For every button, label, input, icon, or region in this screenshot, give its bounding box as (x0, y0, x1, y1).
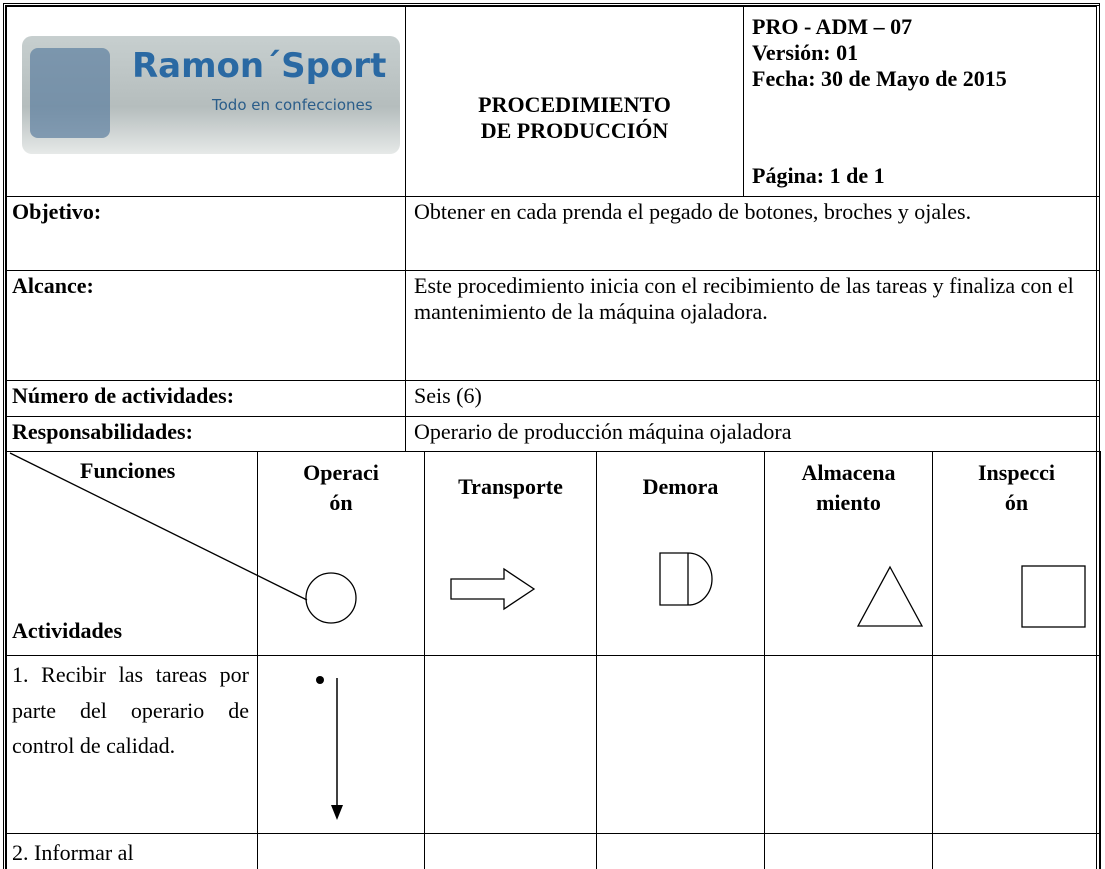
doc-version: Versión: 01 (752, 40, 859, 65)
doc-page: Página: 1 de 1 (752, 163, 885, 188)
logo-tagline: Todo en confecciones (212, 96, 373, 114)
function-label: ón (1004, 490, 1029, 515)
doc-date: Fecha: 30 de Mayo de 2015 (752, 66, 1007, 91)
row-text: Seis (6) (414, 383, 482, 408)
activity-text: 1. Recibir las tareas por parte del oper… (12, 662, 249, 758)
function-label: Operaci (303, 460, 379, 485)
row-label: Objetivo: (12, 199, 102, 224)
storage-symbol (856, 565, 924, 627)
row-text: Operario de producción máquina ojaladora (414, 419, 792, 444)
logo-brand: Ramon´Sport (132, 46, 387, 86)
operation-symbol (305, 572, 357, 624)
doc-code: PRO - ADM – 07 (752, 14, 913, 39)
row-label: Número de actividades: (12, 383, 235, 408)
function-label: Inspecci (978, 460, 1055, 485)
function-label: miento (816, 490, 881, 515)
function-label: ón (329, 490, 353, 515)
row-text: Obtener en cada prenda el pegado de boto… (414, 199, 972, 224)
corner-top: Funciones (80, 458, 176, 483)
diagonal (9, 452, 308, 601)
function-label: Demora (642, 474, 719, 499)
doc-title-1: PROCEDIMIENTO (478, 92, 671, 117)
activity-text: 2. Informar al (12, 840, 134, 865)
delay-symbol (659, 552, 713, 606)
logo-image (30, 48, 110, 138)
row-label: Alcance: (12, 273, 94, 298)
logo: Ramon´Sport Todo en confecciones (22, 36, 400, 154)
flow-dot (316, 676, 324, 684)
row-label: Responsabilidades: (12, 419, 193, 444)
row-text: Este procedimiento inicia con el recibim… (414, 273, 1074, 324)
mark-cell (932, 833, 1101, 869)
doc-title-2: DE PRODUCCIÓN (480, 118, 669, 143)
function-label: Almacena (801, 460, 896, 485)
function-label: Transporte (458, 474, 563, 499)
flow-arrowhead (331, 805, 343, 820)
inspection-symbol (1021, 565, 1086, 628)
transport-symbol (450, 567, 536, 611)
corner-bottom: Actividades (12, 618, 122, 643)
